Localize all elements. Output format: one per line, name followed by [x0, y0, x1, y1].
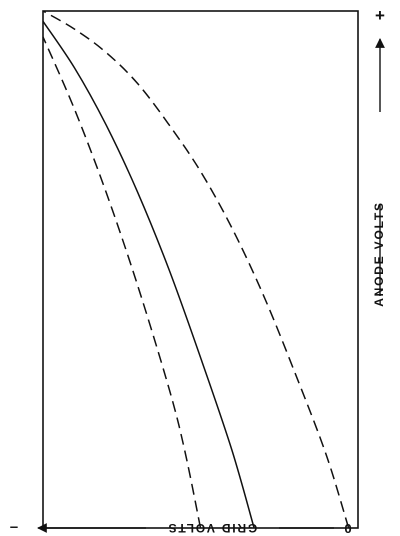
y-axis-positive-label: + [375, 6, 385, 25]
x-axis-label: GRID VOLTS [167, 521, 257, 535]
y-axis-label: ANODE VOLTS [372, 201, 386, 307]
plot-frame [42, 10, 359, 529]
x-axis-negative-label: – [10, 519, 18, 536]
x-axis-zero-label: 0 [344, 521, 351, 536]
curve-dashed-1 [42, 10, 350, 529]
curve-solid-2 [42, 20, 255, 529]
y-axis-label-group: ANODE VOLTS + [372, 6, 386, 307]
curves-layer [42, 10, 350, 529]
curve-dashed-3 [42, 36, 202, 529]
x-axis-label-group: 0 GRID VOLTS – [10, 519, 352, 536]
